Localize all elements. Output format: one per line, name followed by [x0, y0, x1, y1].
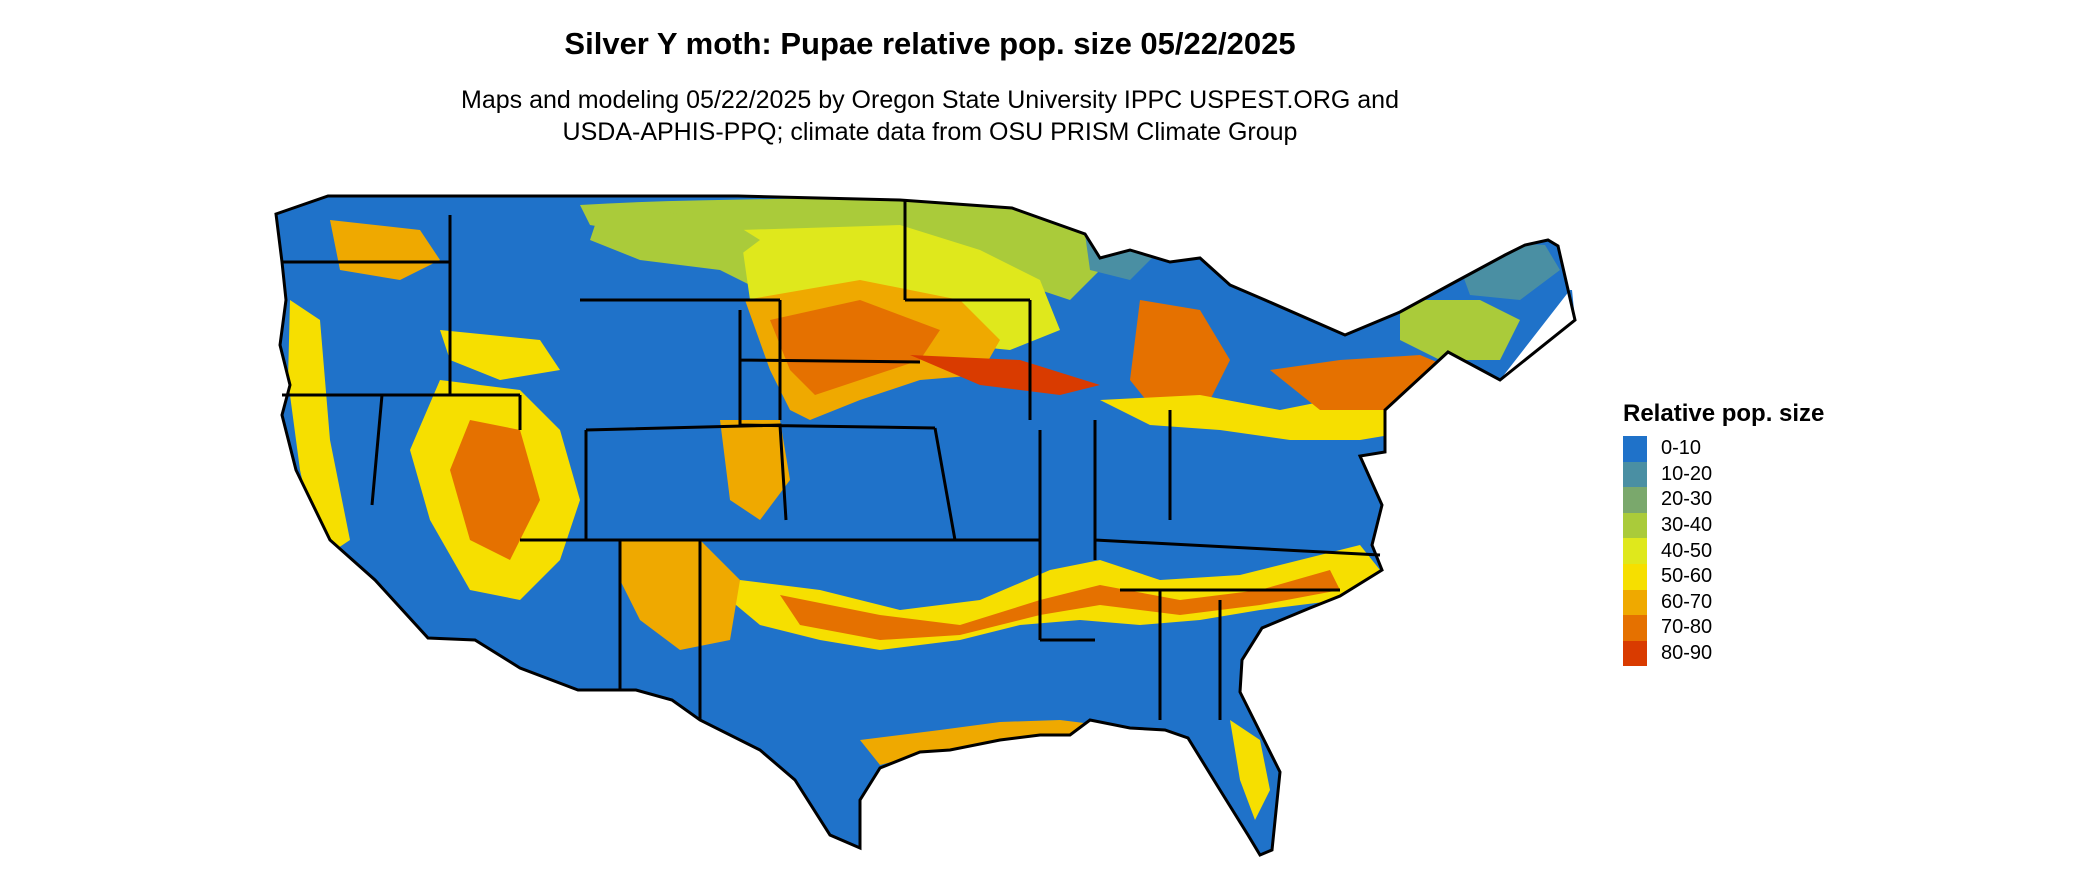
- legend-label: 60-70: [1661, 590, 1713, 613]
- legend-title: Relative pop. size: [1623, 400, 1825, 427]
- legend-swatch: [1623, 487, 1647, 513]
- subtitle-line-1: Maps and modeling 05/22/2025 by Oregon S…: [461, 86, 1399, 114]
- legend-label: 20-30: [1661, 488, 1713, 511]
- class-30-40-montana: [590, 210, 760, 270]
- class-70-80-southern-band: [780, 570, 1340, 640]
- class-70-80-region: [770, 300, 940, 395]
- state-boundaries: [274, 194, 1577, 857]
- class-70-80-michigan: [1130, 300, 1230, 405]
- legend-label: 80-90: [1661, 642, 1713, 665]
- legend-item: 0-10: [1623, 436, 1824, 462]
- class-60-70-southwest: [620, 540, 740, 650]
- legend-items: 0-10 10-20 20-30 30-40 40-50 50-60 60-70 70-80 8…: [1623, 436, 1824, 667]
- class-50-60-florida: [1230, 720, 1270, 820]
- legend-swatch: [1623, 538, 1647, 564]
- legend-item: 20-30: [1623, 487, 1824, 513]
- legend-swatch: [1623, 589, 1647, 616]
- legend-item: 70-80: [1623, 615, 1824, 641]
- legend-swatch: [1623, 615, 1647, 641]
- legend-label: 50-60: [1661, 565, 1713, 588]
- class-60-70-colorado-front: [720, 420, 790, 520]
- legend-item: 80-90: [1623, 640, 1824, 667]
- state-lines: [282, 200, 1381, 720]
- subtitle-line-2: USDA-APHIS-PPQ; climate data from OSU PR…: [562, 118, 1298, 146]
- legend-swatch: [1623, 563, 1647, 590]
- legend: Relative pop. size 0-10 10-20 20-30 30-40 40…: [1623, 400, 1825, 667]
- legend-label: 10-20: [1661, 462, 1713, 485]
- legend-swatch: [1623, 640, 1647, 667]
- population-raster: [276, 196, 1575, 855]
- class-30-40-newengland: [1400, 300, 1520, 360]
- class-50-60-pacific-coast: [288, 300, 350, 560]
- class-70-80-great-basin: [450, 420, 540, 560]
- legend-label: 30-40: [1661, 514, 1713, 537]
- legend-swatch: [1623, 512, 1647, 539]
- legend-item: 10-20: [1623, 461, 1824, 488]
- legend-label: 0-10: [1661, 437, 1702, 460]
- map-subtitle: Maps and modeling 05/22/2025 by Oregon S…: [0, 84, 1860, 148]
- legend-item: 60-70: [1623, 589, 1824, 616]
- legend-item: 40-50: [1623, 538, 1824, 564]
- class-50-60-idaho: [440, 330, 560, 380]
- class-60-70-northwest: [330, 220, 440, 280]
- us-outline: [274, 194, 1577, 857]
- legend-swatch: [1623, 436, 1647, 462]
- class-80-90-region: [910, 355, 1100, 395]
- legend-item: 50-60: [1623, 563, 1824, 590]
- legend-label: 40-50: [1661, 539, 1713, 562]
- legend-item: 30-40: [1623, 512, 1824, 539]
- legend-swatch: [1623, 461, 1647, 488]
- legend-label: 70-80: [1661, 616, 1713, 639]
- map-title: Silver Y moth: Pupae relative pop. size …: [564, 26, 1296, 61]
